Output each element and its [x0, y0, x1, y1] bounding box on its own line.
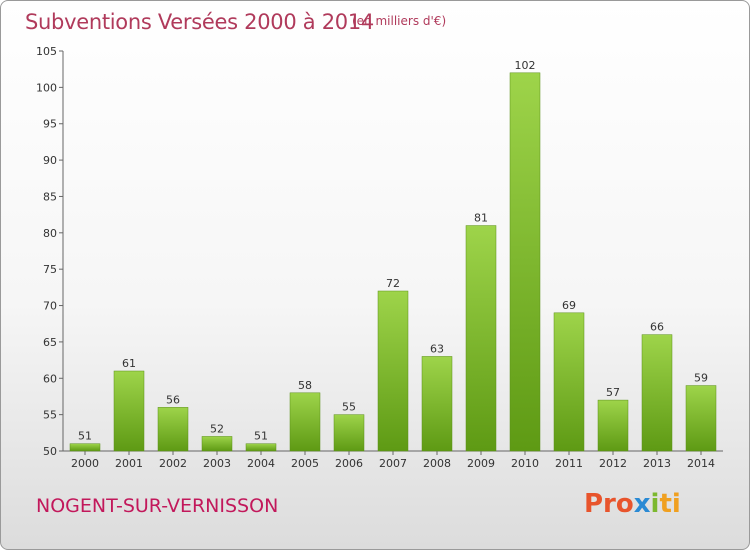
- bar-2003: [201, 436, 233, 452]
- y-tick-label: 65: [43, 336, 57, 349]
- bars: [69, 72, 717, 452]
- bar-2001: [113, 370, 145, 452]
- bar-2012: [597, 399, 629, 452]
- bar-2010: [509, 72, 541, 452]
- value-label-2008: 63: [430, 342, 444, 355]
- x-tick-label-2003: 2003: [203, 457, 231, 470]
- x-tick-label-2008: 2008: [423, 457, 451, 470]
- y-tick-label: 80: [43, 227, 57, 240]
- y-tick-label: 55: [43, 409, 57, 422]
- x-tick-label-2010: 2010: [511, 457, 539, 470]
- bar-2014: [685, 385, 717, 452]
- value-label-2013: 66: [650, 321, 664, 334]
- x-tick-label-2014: 2014: [687, 457, 715, 470]
- chart-subtitle: (en milliers d'€): [352, 14, 447, 28]
- axes: 50 55 60 65 70 75 80 85 90 95 100 105: [36, 45, 723, 458]
- bar-2007: [377, 290, 409, 452]
- chart-title: Subventions Versées 2000 à 2014: [25, 10, 374, 34]
- value-label-2005: 58: [298, 379, 312, 392]
- value-label-2012: 57: [606, 386, 620, 399]
- y-tick-label: 105: [36, 45, 57, 58]
- bar-2013: [641, 334, 673, 452]
- y-tick-label: 70: [43, 300, 57, 313]
- bar-2000: [69, 443, 101, 452]
- x-tick-label-2012: 2012: [599, 457, 627, 470]
- value-label-2001: 61: [122, 357, 136, 370]
- value-label-2014: 59: [694, 372, 708, 385]
- value-label-2010: 102: [515, 59, 536, 72]
- y-tick-label: 50: [43, 445, 57, 458]
- bar-2008: [421, 356, 453, 452]
- y-tick-label: 90: [43, 154, 57, 167]
- bar-2002: [157, 407, 189, 452]
- value-label-2006: 55: [342, 401, 356, 414]
- bar-2006: [333, 414, 365, 452]
- logo-part-1: Pro: [584, 489, 634, 519]
- y-tick-label: 85: [43, 190, 57, 203]
- bar-2004: [245, 443, 277, 452]
- proxiti-logo: Proxiti: [584, 489, 681, 519]
- x-tick-label-2006: 2006: [335, 457, 363, 470]
- x-tick-label-2011: 2011: [555, 457, 583, 470]
- value-label-2002: 56: [166, 393, 180, 406]
- x-tick-label-2000: 2000: [71, 457, 99, 470]
- x-tick-label-2001: 2001: [115, 457, 143, 470]
- x-tick-label-2002: 2002: [159, 457, 187, 470]
- value-label-2009: 81: [474, 212, 488, 225]
- city-name: NOGENT-SUR-VERNISSON: [36, 495, 279, 517]
- y-tick-label: 95: [43, 118, 57, 131]
- x-tick-label-2007: 2007: [379, 457, 407, 470]
- value-label-2003: 52: [210, 422, 224, 435]
- y-tick-label: 100: [36, 81, 57, 94]
- y-tick-label: 75: [43, 263, 57, 276]
- logo-part-2: x: [633, 489, 651, 519]
- logo-part-4: ti: [659, 489, 681, 519]
- bar-2009: [465, 225, 497, 452]
- value-label-2004: 51: [254, 430, 268, 443]
- value-label-2011: 69: [562, 299, 576, 312]
- labels: 51 2000 61 2001 56 2002 52 2003 51 2004 58 2005 55 20…: [71, 59, 715, 470]
- x-tick-label-2004: 2004: [247, 457, 275, 470]
- x-tick-label-2013: 2013: [643, 457, 671, 470]
- x-tick-label-2009: 2009: [467, 457, 495, 470]
- value-label-2000: 51: [78, 430, 92, 443]
- value-label-2007: 72: [386, 277, 400, 290]
- x-tick-label-2005: 2005: [291, 457, 319, 470]
- bar-2011: [553, 312, 585, 452]
- y-tick-label: 60: [43, 372, 57, 385]
- bar-2005: [289, 392, 321, 452]
- logo-part-3: i: [650, 489, 660, 519]
